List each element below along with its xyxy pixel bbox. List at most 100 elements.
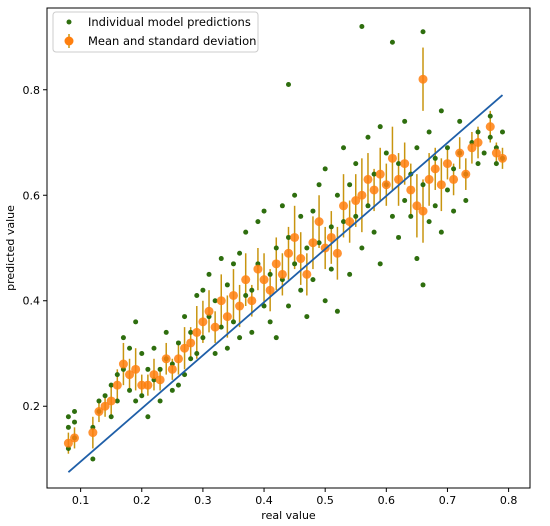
mean-point (228, 290, 238, 300)
individual-prediction-point (402, 198, 408, 204)
mean-point (106, 396, 116, 406)
individual-prediction-point (444, 187, 450, 193)
mean-point (94, 407, 104, 417)
mean-point (473, 138, 483, 148)
individual-prediction-point (243, 229, 249, 235)
individual-prediction-point (438, 108, 444, 114)
individual-prediction-point (230, 319, 236, 325)
individual-prediction-point (420, 282, 426, 288)
individual-prediction-point (481, 150, 487, 156)
mean-point (253, 264, 263, 274)
individual-prediction-point (475, 161, 481, 167)
mean-point (467, 143, 477, 153)
individual-prediction-point (218, 256, 224, 262)
individual-prediction-point (487, 134, 493, 140)
x-tick-label: 0.4 (255, 494, 273, 507)
individual-prediction-point (90, 456, 96, 462)
individual-prediction-point (292, 261, 298, 267)
mean-point (381, 180, 391, 190)
mean-point (314, 217, 324, 227)
individual-prediction-point (383, 150, 389, 156)
individual-prediction-point (334, 192, 340, 198)
legend-entry-individual: Individual model predictions (88, 15, 251, 29)
individual-prediction-point (353, 213, 359, 219)
mean-point (210, 322, 220, 332)
mean-point (100, 401, 110, 411)
individual-prediction-point (212, 298, 218, 304)
individual-prediction-point (377, 124, 383, 130)
mean-point (491, 148, 501, 158)
individual-prediction-point (451, 166, 457, 172)
individual-prediction-point (200, 287, 206, 293)
individual-prediction-point (157, 366, 163, 372)
individual-prediction-point (127, 345, 133, 351)
individual-prediction-point (347, 182, 353, 188)
mean-point (394, 174, 404, 184)
individual-prediction-point (194, 350, 200, 356)
individual-prediction-point (432, 155, 438, 161)
individual-prediction-point (139, 350, 145, 356)
individual-prediction-point (353, 161, 359, 167)
mean-point (192, 327, 202, 337)
individual-prediction-point (273, 335, 279, 341)
individual-prediction-point (114, 398, 120, 404)
individual-prediction-point (212, 350, 218, 356)
mean-point (375, 169, 385, 179)
mean-point (418, 206, 428, 216)
individual-prediction-point (389, 213, 395, 219)
individual-prediction-point (175, 382, 181, 388)
individual-prediction-point (359, 245, 365, 251)
mean-point (430, 164, 440, 174)
individual-prediction-point (475, 129, 481, 135)
individual-prediction-point (224, 345, 230, 351)
reference-line (67, 94, 504, 473)
individual-prediction-point (102, 393, 108, 399)
individual-prediction-point (194, 292, 200, 298)
individual-prediction-point (133, 398, 139, 404)
individual-prediction-point (65, 424, 71, 430)
y-tick-label: 0.4 (23, 295, 41, 308)
individual-prediction-point (328, 224, 334, 230)
individual-prediction-point (396, 161, 402, 167)
mean-point (155, 375, 165, 385)
mean-point (88, 428, 98, 438)
mean-point (180, 343, 190, 353)
individual-prediction-point (316, 240, 322, 246)
mean-point (485, 122, 495, 132)
mean-point (118, 359, 128, 369)
mean-point (247, 296, 257, 306)
mean-point (369, 185, 379, 195)
individual-prediction-point (310, 277, 316, 283)
individual-prediction-point (420, 182, 426, 188)
individual-prediction-point (133, 319, 139, 325)
mean-point (131, 364, 141, 374)
axis-ticks: 0.1 0.2 0.3 0.4 0.5 0.6 0.7 0.8 0.2 0.4 0.6 0.8 (23, 84, 518, 507)
x-tick-label: 0.5 (316, 494, 334, 507)
individual-prediction-point (371, 171, 377, 177)
mean-point (308, 238, 318, 248)
mean-point (204, 306, 214, 316)
x-tick-label: 0.7 (439, 494, 457, 507)
individual-prediction-point (414, 145, 420, 151)
mean-point (424, 174, 434, 184)
individual-prediction-point (328, 266, 334, 272)
mean-point (412, 201, 422, 211)
individual-prediction-point (463, 198, 469, 204)
mean-point (461, 169, 471, 179)
plot-area (63, 23, 507, 473)
mean-point (357, 190, 367, 200)
individual-prediction-point (261, 208, 267, 214)
individual-prediction-point (151, 345, 157, 351)
x-tick-label: 0.6 (378, 494, 396, 507)
mean-point (143, 380, 153, 390)
mean-point (455, 148, 465, 158)
individual-prediction-point (365, 203, 371, 209)
individual-prediction-point (334, 308, 340, 314)
individual-prediction-point (249, 287, 255, 293)
individual-prediction-point (341, 219, 347, 225)
individual-prediction-point (304, 245, 310, 251)
mean-point (449, 174, 459, 184)
mean-point (265, 285, 275, 295)
individual-prediction-point (169, 387, 175, 393)
